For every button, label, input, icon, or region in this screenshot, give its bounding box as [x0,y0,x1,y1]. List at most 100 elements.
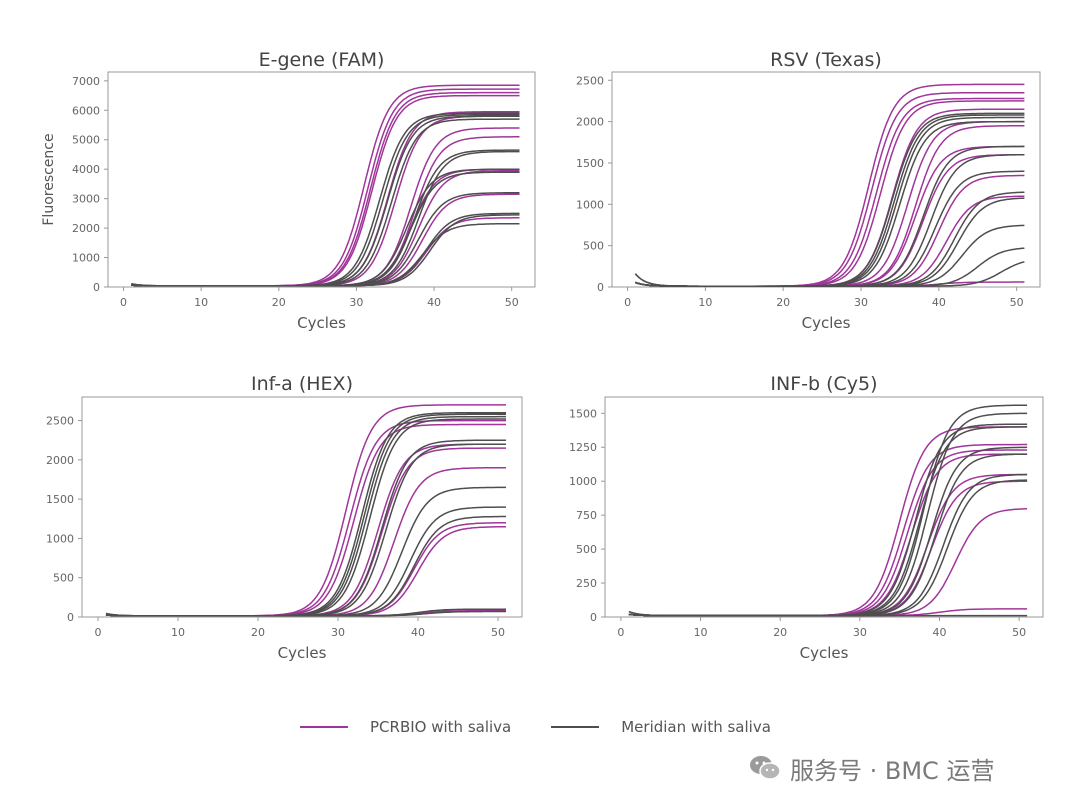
meridian-curve-3 [628,423,1028,617]
pcrbio-curve-3 [635,97,1025,287]
meridian-curve-9 [628,613,1028,617]
x-axis-label: Cycles [802,314,851,332]
y-tick-label: 1000 [46,532,74,545]
pcrbio-curve-6 [105,466,506,617]
y-tick-label: 6000 [72,104,100,117]
y-tick-label: 500 [576,543,597,556]
y-tick-label: 2500 [576,74,604,87]
x-tick-label: 40 [411,626,425,639]
legend: PCRBIO with saliva Meridian with saliva [300,714,820,740]
pcrbio-curve-8 [635,145,1025,287]
pcrbio-curve-2 [131,88,520,287]
pcrbio-curve-7 [105,522,506,617]
meridian-curve-5 [105,439,506,617]
x-tick-label: 10 [698,296,712,309]
chart-e-gene-fam: E-gene (FAM) 0 10 20 30 40 50 0 1000 2000 3000 4000… [41,49,536,332]
legend-item-pcrbio: PCRBIO with saliva [300,718,511,736]
meridian-curve-1 [628,404,1028,617]
y-tick-label: 0 [590,611,597,624]
chart-title: E-gene (FAM) [259,49,385,71]
pcrbio-curve-9 [635,153,1025,287]
meridian-curve-5 [628,446,1028,617]
x-tick-label: 40 [932,626,946,639]
y-tick-label: 2000 [576,116,604,129]
meridian-curve-9 [105,515,506,617]
x-tick-label: 0 [617,626,624,639]
pcrbio-curve-7 [635,125,1025,287]
pcrbio-curve-5 [635,108,1025,287]
legend-swatch-pcrbio [300,726,348,728]
meridian-curve-1 [105,411,506,617]
x-tick-label: 10 [694,626,708,639]
y-tick-label: 1000 [72,252,100,265]
x-tick-label: 30 [853,626,867,639]
y-tick-label: 1500 [576,157,604,170]
x-tick-label: 20 [773,626,787,639]
meridian-curve-6 [628,453,1028,617]
pcrbio-curve-2 [628,443,1028,617]
y-tick-label: 500 [53,572,74,585]
y-tick-label: 2000 [46,454,74,467]
plot-frame [611,71,1041,288]
x-tick-label: 30 [854,296,868,309]
x-tick-label: 10 [171,626,185,639]
meridian-curve-7 [105,486,506,617]
pcrbio-curve-4 [131,94,520,287]
pcrbio-curve-1 [628,426,1028,617]
meridian-curve-12 [131,222,520,287]
x-tick-label: 50 [1012,626,1026,639]
meridian-curve-10 [131,212,520,287]
x-tick-label: 40 [932,296,946,309]
pcrbio-curve-5 [628,473,1028,617]
x-tick-label: 10 [194,296,208,309]
x-tick-label: 0 [120,296,127,309]
meridian-curve-1 [131,112,520,287]
x-tick-label: 30 [331,626,345,639]
meridian-curve-8 [628,479,1028,617]
meridian-curve-7 [131,168,520,287]
y-tick-label: 2000 [72,222,100,235]
wechat-icon [750,756,781,780]
watermark-text: 服务号 · BMC 运营 [790,756,995,785]
y-tick-label: 750 [576,509,597,522]
chart-inf-a-hex: Inf-a (HEX)0 10 20 30 40 50050010001500200025… [46,373,523,662]
y-tick-label: 500 [583,240,604,253]
pcrbio-curve-11 [131,217,520,287]
y-tick-label: 1500 [46,493,74,506]
x-axis-label: Cycles [297,314,346,332]
pcrbio-curve-5 [131,115,520,287]
meridian-curve-4 [131,118,520,287]
pcrbio-curve-12 [131,168,520,287]
y-tick-label: 1000 [569,475,597,488]
pcrbio-curve-9 [131,169,520,287]
x-tick-label: 50 [505,296,519,309]
plot-frame [107,71,536,288]
y-tick-label: 1250 [569,441,597,454]
meridian-curve-5 [635,145,1025,287]
y-tick-label: 0 [93,281,100,294]
x-tick-label: 20 [272,296,286,309]
pcrbio-curve-10 [131,193,520,287]
y-tick-label: 0 [597,281,604,294]
x-tick-label: 0 [624,296,631,309]
pcrbio-curve-6 [635,120,1025,287]
meridian-curve-1 [634,112,1025,287]
plot-frame [81,396,523,618]
meridian-curve-8 [635,191,1025,287]
meridian-curve-9 [131,192,520,287]
y-tick-label: 0 [67,611,74,624]
y-axis-label: Fluorescence [41,133,57,225]
chart-title: Inf-a (HEX) [251,373,353,395]
meridian-curve-7 [628,473,1028,617]
y-tick-label: 7000 [72,75,100,88]
meridian-curve-3 [131,115,520,287]
meridian-curve-6 [635,154,1025,287]
y-tick-label: 2500 [46,415,74,428]
x-tick-label: 20 [776,296,790,309]
pcrbio-curve-1 [634,83,1025,287]
chart-rsv-texas: RSV (Texas)0 10 20 30 40 50050010001500200025… [576,49,1041,332]
meridian-curve-12 [635,261,1025,287]
legend-label-pcrbio: PCRBIO with saliva [370,718,512,736]
y-tick-label: 5000 [72,134,100,147]
